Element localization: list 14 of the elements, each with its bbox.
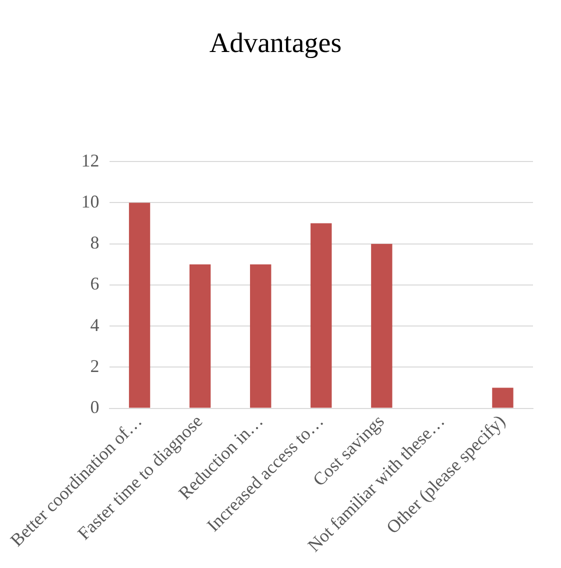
y-tick-label: 8	[90, 232, 100, 253]
y-tick-label: 4	[90, 314, 100, 335]
bar	[310, 223, 332, 408]
y-tick-label: 6	[90, 274, 100, 294]
y-tick-label: 2	[90, 356, 100, 376]
bar	[189, 264, 211, 408]
y-tick-label: 0	[90, 397, 100, 418]
bar	[492, 388, 514, 408]
y-tick-label: 12	[81, 150, 100, 170]
bar	[371, 244, 392, 408]
bar	[250, 264, 272, 408]
y-tick-label: 10	[81, 191, 100, 212]
chart-title: Advantages	[209, 28, 342, 60]
bar	[128, 202, 150, 408]
